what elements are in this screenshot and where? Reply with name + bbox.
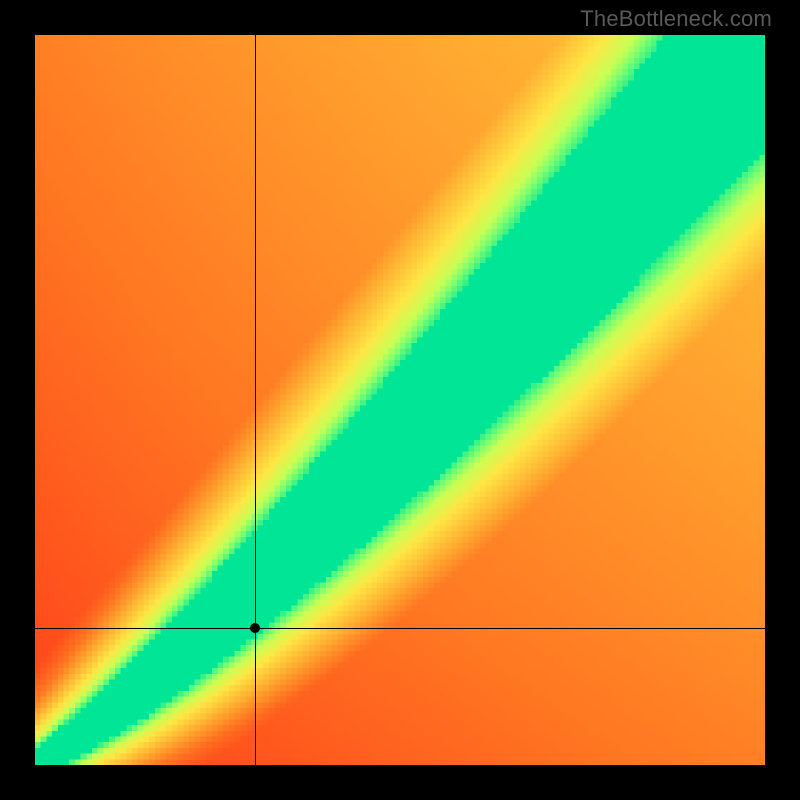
- heatmap-canvas: [35, 35, 765, 765]
- data-point-marker: [250, 623, 260, 633]
- watermark-text: TheBottleneck.com: [580, 6, 772, 32]
- crosshair-horizontal: [35, 628, 765, 629]
- heatmap-plot: [35, 35, 765, 765]
- crosshair-vertical: [255, 35, 256, 765]
